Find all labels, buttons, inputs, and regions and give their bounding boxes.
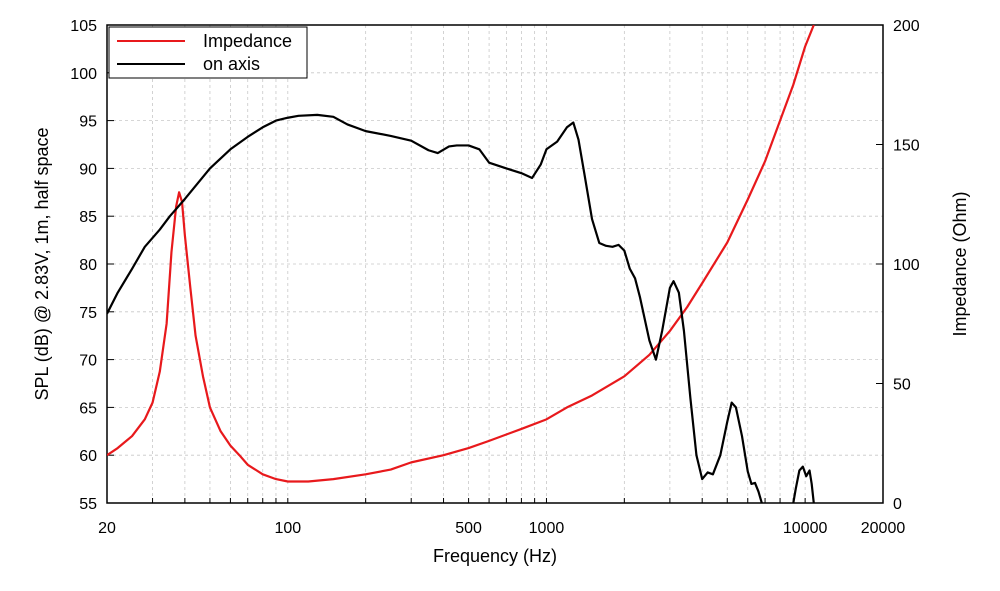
y-right-tick-label: 0 xyxy=(893,496,902,513)
legend: Impedance on axis xyxy=(108,26,308,79)
y-right-tick-label: 150 xyxy=(893,138,920,155)
y-left-tick-label: 95 xyxy=(79,114,97,131)
y-left-tick-label: 55 xyxy=(79,496,97,513)
y-left-tick-label: 85 xyxy=(79,209,97,226)
series-layer xyxy=(107,25,815,503)
legend-box xyxy=(108,26,308,79)
y-right-tick-label: 100 xyxy=(893,257,920,274)
series-line-on-axis-segment xyxy=(792,465,815,503)
grid-lines xyxy=(107,25,883,503)
series-line-impedance xyxy=(107,25,815,483)
y-left-tick-label: 80 xyxy=(79,257,97,274)
x-tick-label: 500 xyxy=(455,520,482,537)
right-y-axis-title: Impedance (Ohm) xyxy=(950,191,970,336)
y-right-tick-label: 200 xyxy=(893,18,920,35)
legend-label-impedance: Impedance xyxy=(203,31,292,51)
x-tick-label: 20000 xyxy=(861,520,906,537)
x-tick-label: 100 xyxy=(274,520,301,537)
y-left-tick-label: 90 xyxy=(79,161,97,178)
x-tick-label: 20 xyxy=(98,520,116,537)
axis-ticks: 20 100 500 1000 10000 20000556065707580859095… xyxy=(70,18,920,537)
y-left-tick-label: 100 xyxy=(70,66,97,83)
y-left-tick-label: 105 xyxy=(70,18,97,35)
y-left-tick-label: 75 xyxy=(79,305,97,322)
legend-label-on-axis: on axis xyxy=(203,54,260,74)
left-y-axis-title: SPL (dB) @ 2.83V, 1m, half space xyxy=(32,127,52,400)
series-line-on-axis xyxy=(107,113,763,503)
x-axis-title: Frequency (Hz) xyxy=(433,546,557,566)
x-tick-label: 10000 xyxy=(783,520,828,537)
y-right-tick-label: 50 xyxy=(893,377,911,394)
y-left-tick-label: 60 xyxy=(79,448,97,465)
y-left-tick-label: 65 xyxy=(79,400,97,417)
x-tick-label: 1000 xyxy=(529,520,565,537)
y-left-tick-label: 70 xyxy=(79,353,97,370)
